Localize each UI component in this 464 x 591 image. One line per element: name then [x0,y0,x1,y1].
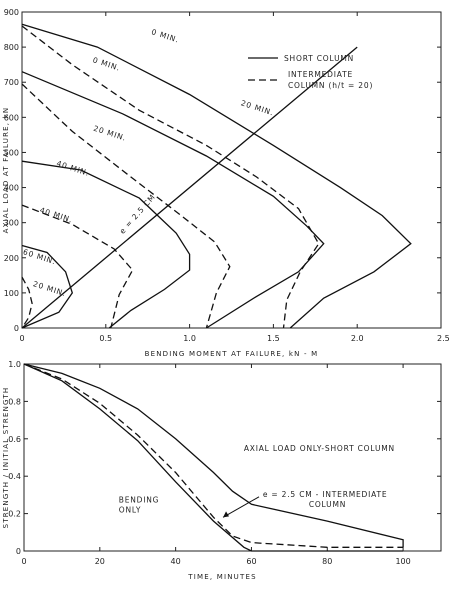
x-tick-label: 100 [395,557,410,566]
y-tick-label: 0.8 [8,397,21,406]
intermediate-column-curve [21,25,320,329]
y-tick-label: 0.4 [8,472,21,481]
short-column-curve [21,244,74,329]
plot-frame [23,363,442,552]
time-curve-label: 20 MIN. [32,279,67,298]
legend-label-intermediate-column: INTERMEDIATE [288,70,353,79]
y-tick-label: 600 [4,113,19,122]
time-curve-label: 20 MIN. [240,98,275,117]
x-tick-label: 80 [322,557,332,566]
x-tick-label: 1.5 [267,334,280,343]
x-tick-label: 0 [19,334,24,343]
series-annotation: COLUMN [309,500,346,509]
y-tick-label: 500 [4,148,19,157]
time-curve-label: 40 MIN. [39,205,74,224]
y-tick-label: 200 [4,254,19,263]
time-curve-label: 0 MIN. [150,27,180,44]
axial-load-series [23,363,404,548]
x-tick-label: 20 [95,557,105,566]
y-tick-label: 1.0 [8,360,21,369]
eccentricity-label: e = 2.5 CM [118,192,157,235]
y-tick-label: 700 [4,78,19,87]
plot-frame [21,11,442,329]
x-axis-label: TIME, MINUTES [187,573,256,581]
x-tick-label: 1.0 [183,334,196,343]
y-tick-label: 400 [4,184,19,193]
eccentricity-line [21,46,358,329]
short-column-curve [21,23,412,329]
x-axis-label: BENDING MOMENT AT FAILURE, kN - M [145,350,319,358]
intermediate-column-curve [21,204,134,329]
y-tick-label: 100 [4,289,19,298]
series-annotation: AXIAL LOAD ONLY-SHORT COLUMN [244,444,395,453]
y-axis-label: AXIAL LOAD AT FAILURE, kN [2,107,10,234]
legend-label-intermediate-column: COLUMN (h/t = 20) [288,81,373,90]
bending-only-series [23,363,404,552]
x-tick-label: 2.5 [437,334,450,343]
legend-label-short-column: SHORT COLUMN [284,54,354,63]
annotation-arrowhead [223,511,230,518]
y-tick-label: 0 [16,547,21,556]
x-tick-label: 40 [171,557,181,566]
x-tick-label: 60 [246,557,256,566]
y-tick-label: 0.6 [8,435,21,444]
series-annotation: e = 2.5 CM - INTERMEDIATE [263,490,388,499]
annotation-leader [222,496,260,518]
y-tick-label: 800 [4,43,19,52]
time-curve-label: 40 MIN. [55,159,90,178]
interaction-chart: 0 0.5 1.0 1.5 2.0 2.5 0 100 200 300 400 500 600 700 80… [2,8,450,358]
x-tick-label: 2.0 [351,334,364,343]
y-tick-label: 900 [4,8,19,17]
short-column-curve [21,160,191,329]
series-annotation: BENDING [119,495,160,504]
strength-time-chart: 0 20 40 60 80 100 0 0.2 0.4 0.6 0.8 1.0 TIME, MINUTE… [2,360,442,581]
y-tick-label: 0 [14,324,19,333]
short-column-curve [21,71,325,329]
time-curve-label: 20 MIN. [92,124,127,143]
y-tick-label: 300 [4,219,19,228]
y-tick-label: 0.2 [8,510,21,519]
intermediate-column-curve [21,276,33,329]
intermediate-column-curve [21,83,231,329]
y-axis-label: STRENGTH / INITIAL STRENGTH [2,387,10,529]
x-tick-label: 0 [21,557,26,566]
series-annotation: ONLY [119,505,141,514]
intermediate-column-series [23,363,404,548]
x-tick-label: 0.5 [99,334,112,343]
